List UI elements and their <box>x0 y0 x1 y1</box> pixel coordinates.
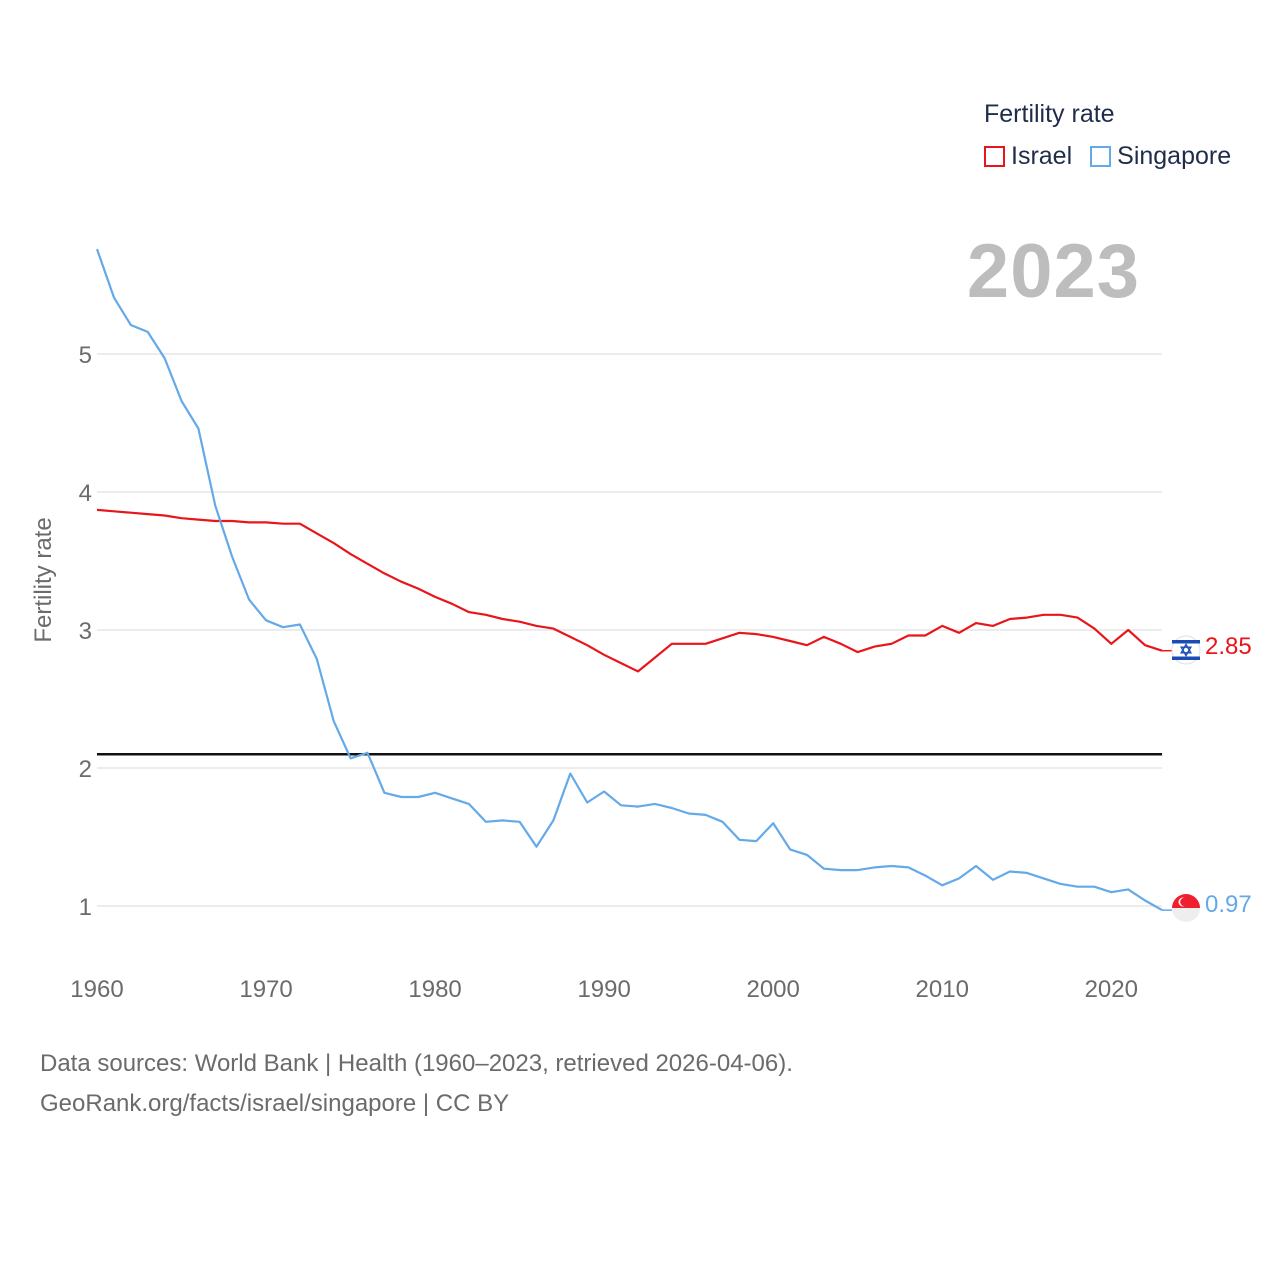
source-line-2[interactable]: GeoRank.org/facts/israel/singapore | CC … <box>40 1090 510 1117</box>
x-tick-label: 1960 <box>70 976 123 1003</box>
x-tick-label: 2000 <box>746 976 799 1003</box>
israel-flag-icon <box>1171 635 1201 665</box>
legend-item-singapore[interactable]: Singapore <box>1090 142 1231 171</box>
y-tick-label: 5 <box>79 342 92 369</box>
source-line-1: Data sources: World Bank | Health (1960–… <box>40 1050 793 1077</box>
x-tick-label: 2010 <box>916 976 969 1003</box>
legend-item-israel[interactable]: Israel <box>984 142 1072 171</box>
x-tick-label: 1980 <box>408 976 461 1003</box>
y-tick-label: 2 <box>79 756 92 783</box>
x-tick-label: 1990 <box>577 976 630 1003</box>
series-lines <box>95 248 1172 912</box>
y-tick-label: 3 <box>79 618 92 645</box>
grid-lines <box>97 353 1162 907</box>
legend: Israel Singapore <box>984 142 1249 171</box>
legend-title: Fertility rate <box>984 100 1115 128</box>
series-line-israel[interactable] <box>96 508 1163 673</box>
x-tick-label: 2020 <box>1085 976 1138 1003</box>
source-note: Data sources: World Bank | Health (1960–… <box>40 1044 793 1124</box>
end-label-israel: 2.85 <box>1205 633 1252 660</box>
end-label-singapore: 0.97 <box>1205 891 1252 918</box>
y-tick-label: 4 <box>79 480 92 507</box>
legend-swatch-singapore <box>1090 146 1112 167</box>
legend-swatch-israel <box>984 146 1005 167</box>
year-display: 2023 <box>966 229 1140 314</box>
legend-label-israel: Israel <box>1011 142 1073 170</box>
x-tick-label: 1970 <box>239 976 292 1003</box>
y-tick-label: 1 <box>79 894 92 921</box>
legend-label-singapore: Singapore <box>1117 142 1232 170</box>
singapore-flag-icon <box>1172 894 1200 922</box>
x-axis-ticks: 1960 1970 1980 1990 2000 2010 2020 <box>70 976 1138 1003</box>
series-line-singapore[interactable] <box>95 248 1163 912</box>
y-axis-ticks: 1 2 3 4 5 <box>79 342 92 921</box>
y-axis-label: Fertility rate <box>30 517 57 642</box>
